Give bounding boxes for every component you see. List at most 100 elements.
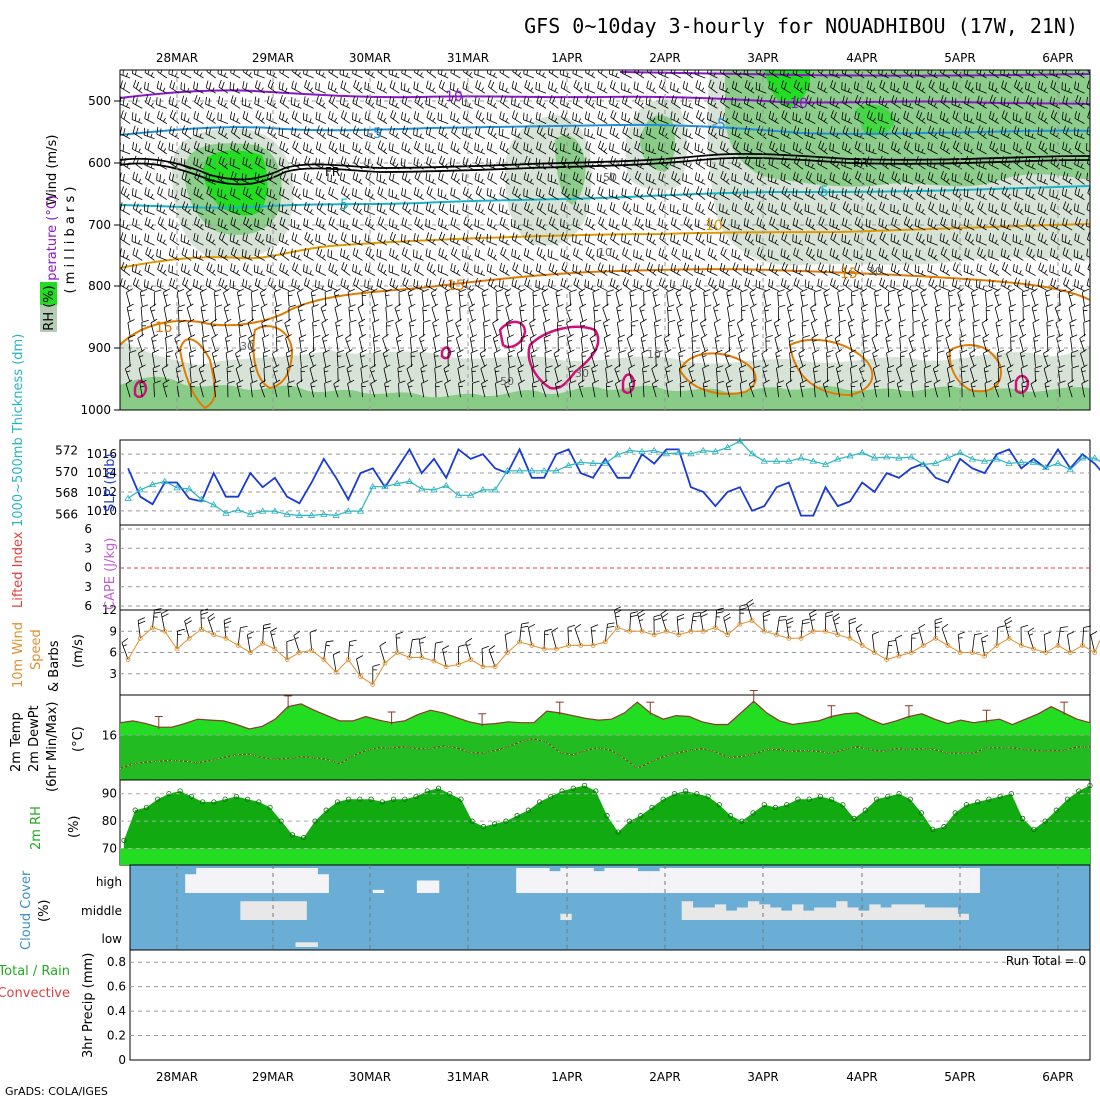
- wind-barb: [725, 364, 732, 383]
- wind-barb: [897, 288, 905, 307]
- wind-barb: [902, 248, 914, 261]
- wind-barb: [143, 203, 155, 216]
- wind-barb: [918, 623, 926, 646]
- wind-barb: [744, 201, 755, 216]
- wind-barb: [995, 318, 1003, 337]
- wind-barb: [475, 156, 486, 170]
- wind-barb: [829, 96, 840, 109]
- date-label-top: 3APR: [747, 51, 778, 65]
- wind-barb: [597, 202, 608, 216]
- wind-barb: [658, 142, 669, 155]
- wind10-point: [737, 621, 743, 627]
- wind-barb: [438, 125, 449, 140]
- wind-barb: [781, 262, 792, 276]
- wind-barb: [941, 623, 949, 646]
- wind-barb: [520, 319, 528, 337]
- wind-barb: [377, 262, 388, 276]
- wind-barb: [993, 379, 1001, 398]
- wind-barb: [712, 288, 720, 307]
- cloud-cell-high: [659, 868, 671, 893]
- wind-barb: [347, 379, 355, 398]
- thickness-point: [687, 450, 695, 457]
- wind-barb: [474, 142, 486, 155]
- wind-barb: [694, 96, 706, 109]
- wind-barb: [273, 288, 281, 307]
- wind-barb: [505, 303, 513, 322]
- wind-barb: [370, 288, 378, 307]
- wind-barb: [972, 319, 980, 337]
- wind-barb: [470, 349, 478, 367]
- wind-barb: [352, 188, 363, 200]
- wind-barb: [144, 217, 155, 231]
- wind-barb: [585, 171, 596, 185]
- thickness-point: [723, 443, 732, 450]
- wind-barb: [832, 613, 841, 635]
- wind-barb: [278, 127, 290, 140]
- wind-barb: [389, 248, 400, 261]
- wind-barb: [535, 279, 547, 292]
- wind-barb: [958, 318, 966, 337]
- wind-barb: [480, 364, 488, 383]
- wind-barb: [360, 364, 368, 383]
- wind-barb: [768, 232, 779, 246]
- wind-barb: [951, 218, 963, 231]
- wind-barb: [1068, 303, 1076, 322]
- wind-barb: [328, 140, 339, 155]
- wind-barb: [622, 171, 632, 185]
- wind-barb: [1090, 631, 1098, 653]
- wind-barb: [830, 277, 841, 292]
- wind-barb: [229, 233, 241, 246]
- wind-barb: [313, 335, 321, 352]
- wind-barb: [584, 279, 596, 292]
- isotherm-label: -10: [785, 96, 808, 112]
- wind-barb: [617, 334, 625, 352]
- wind-barb: [657, 264, 669, 276]
- cloud-cell-high: [626, 868, 638, 893]
- wind-barb: [884, 303, 891, 322]
- wind-barb: [487, 277, 498, 292]
- wind-barb: [604, 349, 612, 367]
- wind10-point: [566, 643, 571, 648]
- wind-barb: [496, 304, 504, 322]
- wind-barb: [573, 201, 584, 216]
- isotherm-plus15-pocket-3: [678, 352, 757, 395]
- rh-point: [907, 796, 913, 802]
- wind-barb: [960, 349, 968, 367]
- wind-barb: [720, 95, 730, 109]
- wind-barb: [842, 171, 853, 185]
- wind-barb: [290, 172, 302, 185]
- wind-barb: [450, 187, 461, 200]
- cloud-cell-high: [571, 868, 583, 893]
- wind-barb: [792, 112, 804, 124]
- rh-point: [334, 799, 341, 805]
- wind10-point: [847, 635, 853, 641]
- thickness-point: [1091, 454, 1099, 461]
- wind10-point: [492, 664, 498, 670]
- wind-barb: [372, 664, 380, 685]
- wind-barb: [855, 170, 865, 185]
- thickness-point: [895, 454, 903, 461]
- wind-barb: [235, 349, 242, 367]
- wind-barb: [875, 319, 884, 337]
- wind-barb: [1025, 233, 1036, 246]
- precip-tick: 0.2: [107, 1029, 126, 1043]
- wind-barb: [414, 94, 424, 109]
- wind-barb: [1061, 157, 1073, 170]
- wind-barb: [1025, 157, 1036, 170]
- wind-barb: [432, 334, 440, 352]
- wind-barb: [865, 96, 877, 109]
- thickness-point: [430, 486, 438, 493]
- rh-tick: 90: [102, 787, 117, 801]
- wind-barb: [120, 172, 131, 185]
- wind-barb: [812, 364, 821, 383]
- wind-barb: [944, 318, 952, 337]
- wind-barb: [1067, 631, 1075, 653]
- wind-barb: [584, 157, 596, 170]
- wind10-point: [761, 628, 767, 634]
- wind10m-panel: 963 10m Wind Speed & Barbs (m/s): [11, 599, 1100, 696]
- wind-barb: [548, 81, 559, 94]
- wind-barb: [488, 79, 498, 94]
- wind-barb: [842, 247, 853, 261]
- wind-barb: [559, 142, 571, 155]
- wind-barb: [609, 126, 620, 140]
